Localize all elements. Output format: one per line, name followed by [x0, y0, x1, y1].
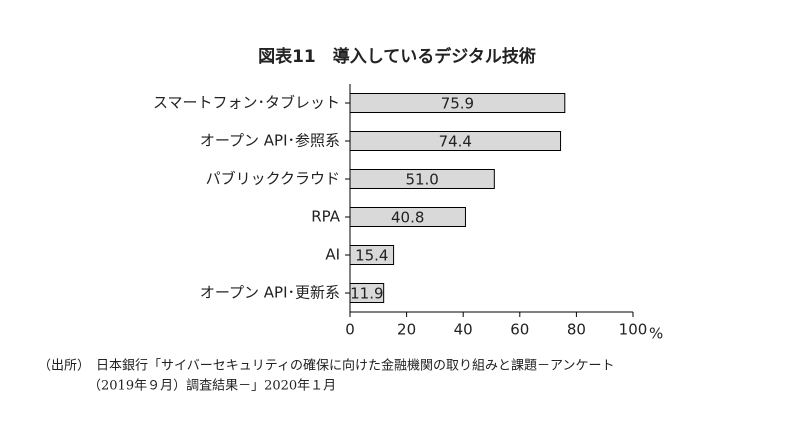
- y-tick-label: パブリッククラウド: [206, 170, 340, 188]
- source-label: （出所）: [38, 359, 90, 374]
- x-tick-label: 100: [619, 321, 648, 339]
- data-label: 11.9: [350, 285, 383, 303]
- note: （2019年９月）調査結果－」2020年１月: [88, 379, 336, 394]
- y-tick-label: オープン API･参照系: [200, 132, 340, 150]
- data-label: 51.0: [405, 171, 438, 189]
- bar: [349, 93, 566, 113]
- bar: [349, 207, 466, 227]
- x-tick-label: 20: [397, 321, 416, 339]
- x-axis-label: %: [649, 325, 663, 343]
- x-tick-label: 80: [567, 321, 586, 339]
- y-tick-label: オープン API･更新系: [200, 284, 340, 302]
- data-label: 40.8: [391, 209, 424, 227]
- x-tick-label: 40: [454, 321, 473, 339]
- note: 日本銀行「サイバーセキュリティの確保に向けた金融機関の取り組みと課題－アンケート: [96, 358, 614, 374]
- bar: [349, 245, 395, 265]
- chart-title: 図表11 導入しているデジタル技術: [258, 46, 536, 67]
- bar: [349, 283, 385, 303]
- y-tick-label: RPA: [311, 208, 341, 226]
- bar: [349, 131, 562, 151]
- data-label: 15.4: [355, 247, 388, 265]
- data-label: 75.9: [441, 95, 474, 113]
- bar: [349, 169, 495, 189]
- x-tick-label: 0: [345, 321, 355, 339]
- data-label: 74.4: [439, 133, 472, 151]
- x-tick-label: 60: [510, 321, 529, 339]
- y-tick-label: スマートフォン･タブレット: [153, 94, 340, 112]
- y-tick-label: AI: [325, 246, 340, 264]
